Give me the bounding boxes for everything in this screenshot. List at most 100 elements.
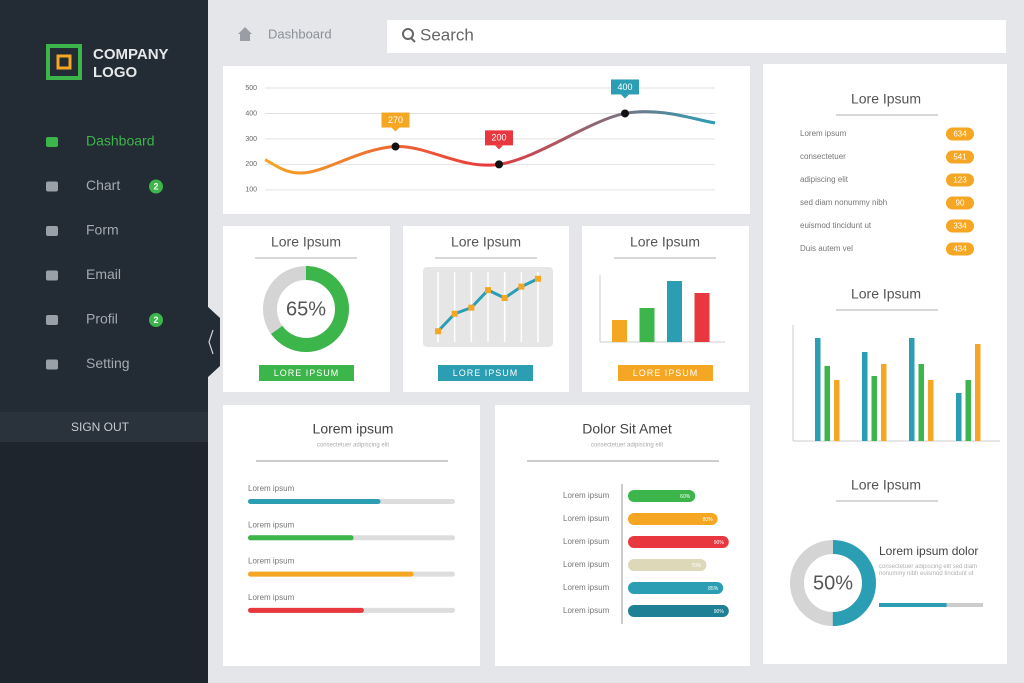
progress-fill xyxy=(248,499,381,504)
button-label: LORE IPSUM xyxy=(633,368,699,378)
bar xyxy=(667,281,682,342)
y-tick-label: 100 xyxy=(245,187,257,194)
nav-badge-count: 2 xyxy=(153,315,158,325)
bar xyxy=(639,308,655,342)
list-value: 634 xyxy=(953,130,967,139)
bar xyxy=(862,352,868,441)
bar-label: Lorem ipsum xyxy=(248,593,295,602)
sign-out[interactable]: SIGN OUT xyxy=(71,420,130,434)
value-label: 80% xyxy=(703,517,714,523)
nav-label[interactable]: Profil xyxy=(86,311,118,327)
nav-icon xyxy=(46,226,58,236)
list-value: 334 xyxy=(953,222,967,231)
nav-label[interactable]: Form xyxy=(86,222,119,238)
data-point xyxy=(468,304,475,311)
bar xyxy=(815,338,821,441)
value-label: 200 xyxy=(491,133,506,143)
donut-label: 65% xyxy=(286,298,326,320)
progress-fill xyxy=(248,571,414,577)
bar xyxy=(628,513,718,525)
data-point xyxy=(485,287,491,294)
data-point xyxy=(501,295,508,301)
list-badge xyxy=(946,150,974,164)
progress-fill xyxy=(248,535,354,541)
nav-label[interactable]: Chart xyxy=(86,177,120,193)
nav-icon xyxy=(46,137,58,147)
list-label: euismod tincidunt ut xyxy=(800,221,872,230)
nav-badge xyxy=(149,179,163,194)
nav-icon xyxy=(46,181,58,192)
bar xyxy=(694,293,710,342)
bar xyxy=(881,364,887,441)
donut-arc xyxy=(263,266,349,352)
value-label: 90% xyxy=(714,540,725,546)
progress-fill xyxy=(879,603,947,607)
bar-label: Lorem ipsum xyxy=(248,520,295,529)
bar xyxy=(871,376,877,441)
logo-text: LOGO xyxy=(93,64,137,81)
button[interactable] xyxy=(259,365,354,381)
value-label: 400 xyxy=(617,82,632,92)
button[interactable] xyxy=(438,365,533,381)
card-title: Lore Ipsum xyxy=(851,477,921,493)
list-badge xyxy=(946,196,974,210)
nav-label[interactable]: Email xyxy=(86,266,121,282)
data-point xyxy=(435,328,441,335)
list-label: adipiscing elit xyxy=(800,175,849,184)
value-label: 90% xyxy=(714,609,725,615)
collapse-tab[interactable] xyxy=(207,306,220,378)
logo-text: COMPANY xyxy=(93,46,169,63)
collapse-arrow xyxy=(208,329,214,355)
nav-label[interactable]: Setting xyxy=(86,355,130,371)
card xyxy=(582,226,749,392)
value-label: 70% xyxy=(691,563,702,569)
data-point xyxy=(451,310,458,317)
card-title: Lorem ipsum xyxy=(313,421,394,437)
button[interactable] xyxy=(618,365,713,381)
card-title: Lore Ipsum xyxy=(271,234,341,250)
bar xyxy=(628,490,696,502)
logo-inner xyxy=(56,54,72,70)
sidebar-bottom xyxy=(0,442,208,683)
value-label-pointer xyxy=(391,127,400,132)
value-label-box xyxy=(381,112,410,128)
nav-label[interactable]: Dashboard xyxy=(86,133,155,149)
search-box[interactable] xyxy=(387,20,1006,53)
data-point xyxy=(391,142,400,151)
line-series xyxy=(264,110,716,175)
list-label: consectetuer xyxy=(800,152,846,161)
value-label: 270 xyxy=(388,115,403,125)
nav-badge-count: 2 xyxy=(153,181,158,191)
data-point xyxy=(535,275,541,282)
list-badge xyxy=(946,219,974,233)
side-text: consectetuer adipiscing elit sed diam no… xyxy=(879,564,978,577)
nav-icon xyxy=(46,270,58,281)
bar xyxy=(965,380,971,441)
list-label: Lorem ipsum xyxy=(800,129,847,138)
list-value: 434 xyxy=(953,245,967,254)
card-title: Lore Ipsum xyxy=(630,234,700,250)
breadcrumb[interactable]: Dashboard xyxy=(268,26,332,41)
y-tick-label: 500 xyxy=(245,85,257,92)
bar xyxy=(928,380,934,441)
value-label-pointer xyxy=(495,145,503,150)
button-label: LORE IPSUM xyxy=(274,368,340,378)
value-label: 85% xyxy=(708,586,719,592)
search-placeholder[interactable]: Search xyxy=(420,25,474,44)
data-point xyxy=(621,109,629,118)
bar xyxy=(975,344,981,441)
list-badge xyxy=(946,173,974,187)
card-title: Lore Ipsum xyxy=(451,234,521,250)
list-badge xyxy=(946,242,974,256)
bar-label: Lorem ipsum xyxy=(248,484,295,493)
bar xyxy=(909,338,915,441)
bar-label: Lorem ipsum xyxy=(563,560,610,569)
value-label-box xyxy=(485,130,513,146)
list-value: 541 xyxy=(953,153,967,162)
value-label: 60% xyxy=(680,494,691,500)
progress-fill xyxy=(248,607,364,613)
data-point xyxy=(495,160,503,169)
search-icon xyxy=(410,37,416,43)
